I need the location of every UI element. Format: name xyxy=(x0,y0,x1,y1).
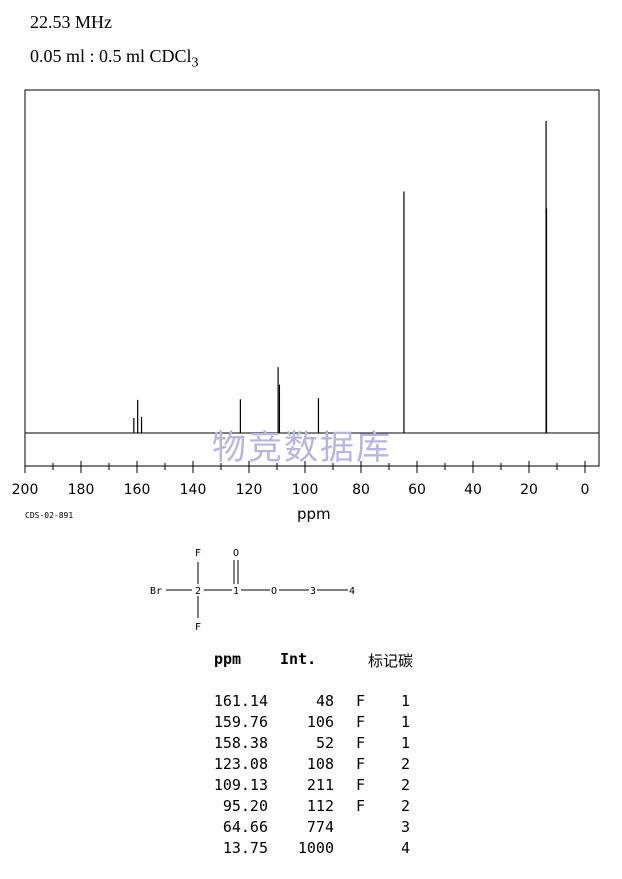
cell-mult: F xyxy=(356,797,366,815)
cell-ppm: 159.76 xyxy=(213,713,268,731)
atom-f-bottom: F xyxy=(195,622,201,633)
x-tick-label: 160 xyxy=(124,482,151,498)
cell-int: 48 xyxy=(315,692,334,710)
cell-carbon: 2 xyxy=(400,776,410,794)
x-axis-label: ppm xyxy=(297,505,331,523)
cell-ppm: 123.08 xyxy=(213,755,268,773)
x-tick-label: 80 xyxy=(352,482,370,498)
header-int: Int. xyxy=(280,650,317,668)
table-row: 13.75 1000 4 xyxy=(0,839,622,860)
x-tick-label: 20 xyxy=(520,482,538,498)
sample-label: 0.05 ml : 0.5 ml CDCl3 xyxy=(30,46,199,72)
cell-ppm: 158.38 xyxy=(213,734,268,752)
x-tick-label: 200 xyxy=(12,482,39,498)
cell-mult: F xyxy=(356,755,366,773)
cell-ppm: 13.75 xyxy=(222,839,268,857)
table-header: ppm Int. 标记碳 xyxy=(0,650,622,670)
cell-ppm: 64.66 xyxy=(222,818,268,836)
peak-table: 161.14 48 F 1 159.76 106 F 1 158.38 52 F 1 123.08… xyxy=(0,692,622,860)
cell-int: 52 xyxy=(315,734,334,752)
cell-mult: F xyxy=(356,713,366,731)
x-tick-label: 120 xyxy=(236,482,263,498)
frequency-label: 22.53 MHz xyxy=(30,12,112,32)
cell-mult: F xyxy=(356,734,366,752)
cell-carbon: 1 xyxy=(400,734,410,752)
watermark-text: 物竞数据库 xyxy=(212,428,392,468)
x-tick-label: 140 xyxy=(180,482,207,498)
cell-int: 774 xyxy=(306,818,334,836)
x-tick-label: 100 xyxy=(292,482,319,498)
table-row: 159.76 106 F 1 xyxy=(0,713,622,734)
cell-int: 112 xyxy=(306,797,334,815)
cell-carbon: 4 xyxy=(400,839,410,857)
cell-int: 1000 xyxy=(297,839,334,857)
spectrum-code: CDS-02-891 xyxy=(25,511,74,520)
atom-o-ether: O xyxy=(271,586,277,597)
cell-ppm: 95.20 xyxy=(222,797,268,815)
cell-carbon: 2 xyxy=(400,797,410,815)
sample-text: 0.05 ml : 0.5 ml CDCl xyxy=(30,46,192,66)
cell-int: 108 xyxy=(306,755,334,773)
cell-mult: F xyxy=(356,692,366,710)
cell-ppm: 109.13 xyxy=(213,776,268,794)
nmr-spectrum-chart: 200 180 160 140 120 100 80 60 40 20 0 xyxy=(12,89,600,498)
x-tick-label: 180 xyxy=(68,482,95,498)
atom-c2: 2 xyxy=(195,586,201,597)
cell-carbon: 1 xyxy=(400,692,410,710)
table-row: 161.14 48 F 1 xyxy=(0,692,622,713)
table-row: 123.08 108 F 2 xyxy=(0,755,622,776)
cell-carbon: 3 xyxy=(400,818,410,836)
table-row: 158.38 52 F 1 xyxy=(0,734,622,755)
x-tick-label: 40 xyxy=(464,482,482,498)
atom-c1: 1 xyxy=(233,586,239,597)
x-axis-ticks: 200 180 160 140 120 100 80 60 40 20 0 xyxy=(12,461,590,498)
molecule-structure: Br 2 F F O 1 O 3 4 xyxy=(150,548,355,633)
atom-br: Br xyxy=(150,586,162,597)
sample-subscript: 3 xyxy=(191,55,199,71)
peak-lines xyxy=(133,121,548,433)
header-carbon: 标记碳 xyxy=(368,652,414,670)
cell-ppm: 161.14 xyxy=(213,692,268,710)
cell-int: 211 xyxy=(306,776,334,794)
atom-c4: 4 xyxy=(349,586,355,597)
cell-int: 106 xyxy=(306,713,334,731)
x-tick-label: 60 xyxy=(408,482,426,498)
table-row: 95.20 112 F 2 xyxy=(0,797,622,818)
cell-carbon: 1 xyxy=(400,713,410,731)
table-row: 64.66 774 3 xyxy=(0,818,622,839)
table-row: 109.13 211 F 2 xyxy=(0,776,622,797)
x-tick-label: 0 xyxy=(581,482,590,498)
header-ppm: ppm xyxy=(214,650,242,668)
cell-mult: F xyxy=(356,776,366,794)
atom-f-top: F xyxy=(195,548,201,559)
atom-o-carbonyl: O xyxy=(233,548,239,559)
cell-carbon: 2 xyxy=(400,755,410,773)
plot-frame xyxy=(24,89,600,467)
atom-c3: 3 xyxy=(310,586,316,597)
